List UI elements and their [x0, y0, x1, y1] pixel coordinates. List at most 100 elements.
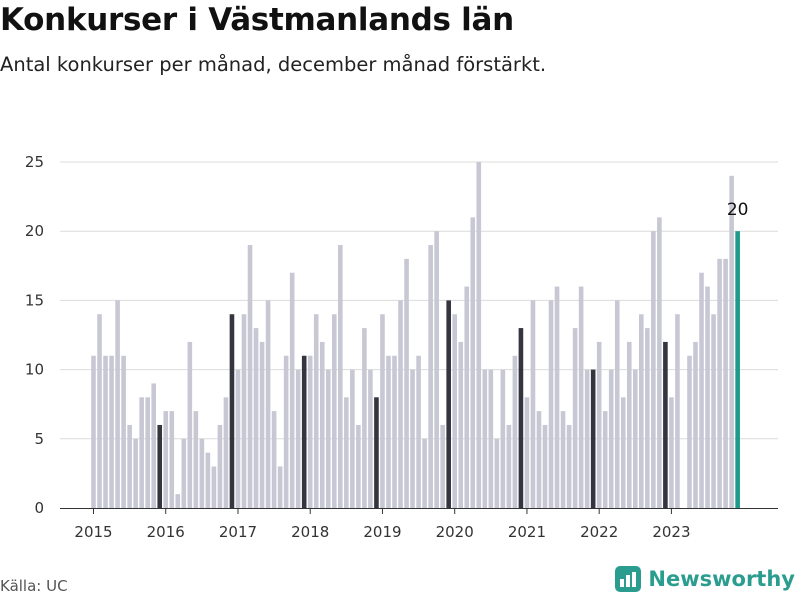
bar	[578, 286, 584, 508]
bar	[253, 328, 259, 508]
bar	[193, 411, 199, 508]
bar	[247, 245, 253, 509]
bar	[163, 411, 169, 508]
bar	[717, 258, 722, 508]
bar	[338, 245, 343, 509]
bar	[530, 300, 536, 508]
bar	[356, 424, 361, 508]
bar-december	[663, 341, 668, 508]
bar	[265, 300, 271, 508]
bar	[199, 438, 205, 508]
bar	[139, 397, 144, 508]
y-tick-label: 20	[25, 222, 44, 240]
bar	[614, 300, 620, 508]
y-tick-label: 25	[25, 153, 44, 171]
bar	[428, 245, 433, 509]
x-tick-label: 2023	[652, 523, 690, 541]
y-tick-label: 15	[25, 291, 44, 309]
bar	[307, 355, 313, 508]
bar	[488, 369, 494, 508]
bar	[554, 286, 560, 508]
bars	[91, 162, 740, 509]
bar	[452, 314, 457, 508]
bar-latest	[735, 231, 740, 508]
latest-value-label: 20	[727, 200, 749, 220]
bar	[181, 438, 187, 508]
bar	[476, 162, 482, 508]
bar	[380, 314, 385, 508]
bar	[626, 341, 632, 508]
brand-name: Newsworthy	[648, 567, 795, 591]
bar	[241, 314, 247, 508]
bar	[404, 258, 409, 508]
bar	[596, 341, 602, 508]
bar	[512, 355, 518, 508]
bar	[133, 438, 138, 508]
bar	[675, 314, 680, 508]
bar	[536, 411, 542, 508]
bar	[398, 300, 403, 508]
bar	[283, 355, 289, 508]
y-tick-label: 0	[34, 499, 44, 517]
bar	[524, 397, 530, 508]
bar	[464, 286, 470, 508]
bar	[145, 397, 150, 508]
bar-december	[446, 300, 451, 508]
bar	[332, 314, 337, 508]
bar	[620, 397, 626, 508]
bar	[169, 411, 175, 508]
bar	[368, 369, 373, 508]
x-tick-label: 2021	[508, 523, 546, 541]
bar	[723, 258, 728, 508]
bar	[572, 328, 578, 508]
bar	[651, 231, 656, 508]
bar	[687, 355, 692, 508]
x-tick-label: 2020	[436, 523, 474, 541]
bar	[657, 217, 662, 509]
bar	[223, 397, 229, 508]
bar	[187, 341, 193, 508]
chart-subtitle: Antal konkurser per månad, december måna…	[0, 53, 547, 76]
x-tick-label: 2017	[219, 523, 257, 541]
y-tick-label: 10	[25, 361, 44, 379]
brand-logo[interactable]: Newsworthy	[615, 566, 795, 592]
bar	[313, 314, 319, 508]
bar	[494, 438, 500, 508]
bar	[566, 424, 572, 508]
bar-december	[229, 314, 235, 508]
bar	[151, 383, 156, 508]
bar	[434, 231, 439, 508]
bar	[295, 369, 301, 508]
bar	[319, 341, 325, 508]
bar	[548, 300, 554, 508]
bar-december	[301, 355, 307, 508]
bar	[289, 272, 295, 508]
bar	[639, 314, 644, 508]
bar	[97, 314, 102, 508]
bar	[711, 314, 716, 508]
x-tick-label: 2016	[147, 523, 185, 541]
bar	[608, 369, 614, 508]
bar	[211, 466, 217, 508]
bar	[175, 494, 181, 508]
bar	[440, 424, 445, 508]
source-note: Källa: UC	[0, 577, 68, 595]
bar	[271, 411, 277, 508]
bar	[344, 397, 349, 508]
bar	[542, 424, 548, 508]
chart-title: Konkurser i Västmanlands län	[0, 2, 514, 38]
bar	[217, 424, 223, 508]
x-tick-label: 2019	[363, 523, 401, 541]
bar	[482, 369, 488, 508]
bar	[416, 355, 421, 508]
bar-december	[590, 369, 596, 508]
bar	[205, 452, 211, 508]
bar	[121, 355, 126, 508]
bar	[470, 217, 476, 509]
axes: 0 5 10 15 20 25 20 2015 2016 2017 2018 2019 2020 2021…	[25, 153, 778, 541]
x-tick-label: 2022	[580, 523, 618, 541]
bar	[103, 355, 108, 508]
bar	[325, 369, 331, 508]
bar	[693, 341, 698, 508]
